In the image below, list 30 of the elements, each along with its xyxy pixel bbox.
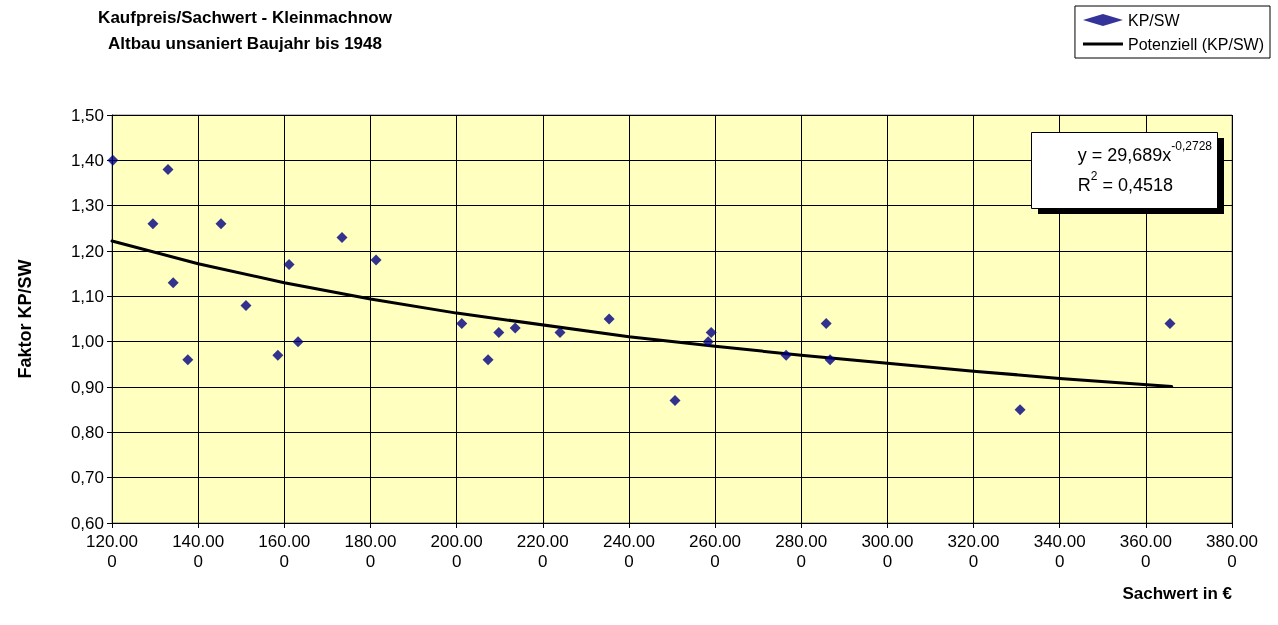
x-tick-label: 120.000 [86,531,138,571]
x-tick-label: 220.000 [516,531,569,571]
x-tick-label: 360.000 [1119,531,1172,571]
x-axis-title: Sachwert in € [1122,584,1233,603]
y-tick-label: 1,10 [70,286,104,306]
x-tick-label: 300.000 [861,531,914,571]
x-tick-label: 260.000 [689,531,742,571]
x-tick-label: 160.000 [258,531,311,571]
y-tick-label: 1,50 [70,105,104,125]
y-tick-label: 0,60 [70,513,104,533]
y-tick-label: 1,20 [70,241,104,261]
x-tick-label: 380.000 [1206,531,1258,571]
chart-title: Kaufpreis/Sachwert - Kleinmachnow [98,8,393,27]
x-tick-label: 320.000 [947,531,1000,571]
y-tick-label: 1,00 [70,332,104,352]
legend-label: Potenziell (KP/SW) [1127,35,1265,53]
y-tick-label: 1,30 [70,196,104,216]
y-axis-title: Faktor KP/SW [15,259,35,379]
y-tick-label: 0,90 [70,377,104,397]
y-tick-label: 0,80 [70,422,104,442]
x-tick-label: 240.000 [602,531,655,571]
y-tick-label: 0,70 [70,468,104,488]
x-tick-label: 200.000 [430,531,483,571]
chart-subtitle: Altbau unsaniert Baujahr bis 1948 [108,34,382,53]
x-tick-label: 280.000 [775,531,828,571]
x-tick-label: 340.000 [1033,531,1086,571]
y-tick-label: 1,40 [70,150,104,170]
x-tick-label: 180.000 [344,531,397,571]
x-tick-label: 140.000 [172,531,225,571]
legend-label: KP/SW [1127,11,1181,29]
